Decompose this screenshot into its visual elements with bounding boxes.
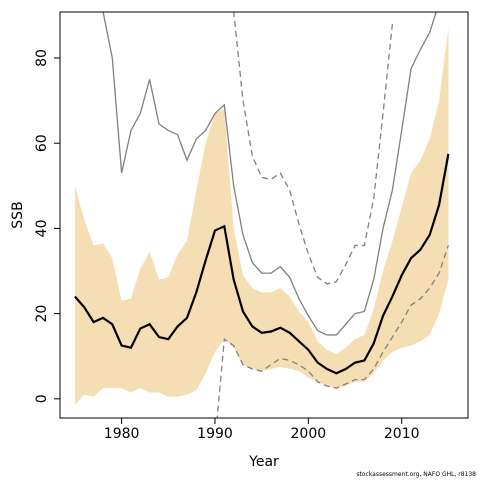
y-tick-label: 20 bbox=[34, 305, 50, 323]
x-tick-label: 2000 bbox=[291, 426, 327, 442]
plot-area bbox=[74, 12, 450, 418]
footnote: stockassessment.org, NAFO GHL, r8138 bbox=[356, 471, 476, 478]
x-axis-label: Year bbox=[248, 454, 279, 470]
y-tick-label: 40 bbox=[34, 220, 50, 238]
series-line bbox=[102, 12, 437, 336]
plot-frame bbox=[59, 11, 469, 419]
y-tick-label: 0 bbox=[34, 394, 50, 403]
series-line bbox=[74, 153, 450, 375]
y-tick-label: 80 bbox=[34, 49, 50, 67]
confidence-band bbox=[74, 28, 449, 406]
x-tick-label: 1990 bbox=[197, 426, 233, 442]
x-tick-label: 1980 bbox=[104, 426, 140, 442]
y-axis-label: SSB bbox=[10, 201, 26, 228]
series-line bbox=[233, 12, 394, 285]
y-tick-label: 60 bbox=[34, 134, 50, 152]
x-tick-label: 2010 bbox=[384, 426, 420, 442]
